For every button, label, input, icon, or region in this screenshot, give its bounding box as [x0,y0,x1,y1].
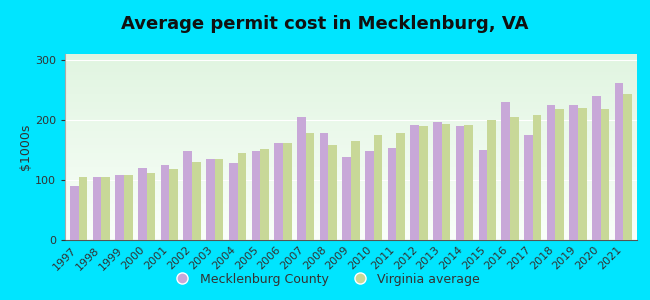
Bar [555,109,564,240]
Bar [419,126,428,240]
Bar [374,135,382,240]
Y-axis label: $1000s: $1000s [19,124,32,170]
Legend: Mecklenburg County, Virginia average: Mecklenburg County, Virginia average [165,268,485,291]
Bar [478,150,488,240]
Bar [456,126,465,240]
Bar [343,157,351,240]
Bar [116,175,124,240]
Bar [138,168,147,240]
Bar [592,96,601,240]
Bar [396,133,405,240]
Bar [442,124,450,240]
Bar [410,125,419,240]
Bar [547,105,555,240]
Bar [101,177,110,240]
Bar [274,143,283,240]
Bar [328,145,337,240]
Bar [214,159,224,240]
Bar [283,143,292,240]
Bar [351,141,359,240]
Bar [124,175,133,240]
Bar [237,153,246,240]
Bar [183,151,192,240]
Bar [93,177,101,240]
Bar [161,165,170,240]
Bar [260,149,269,240]
Bar [306,133,314,240]
Bar [488,120,496,240]
Bar [578,108,586,240]
Bar [70,186,79,240]
Bar [388,148,396,240]
Bar [229,163,237,240]
Bar [433,122,442,240]
Bar [501,102,510,240]
Bar [297,117,306,240]
Bar [524,135,532,240]
Bar [601,109,609,240]
Bar [510,117,519,240]
Bar [465,125,473,240]
Bar [365,151,374,240]
Text: Average permit cost in Mecklenburg, VA: Average permit cost in Mecklenburg, VA [122,15,528,33]
Bar [615,83,623,240]
Bar [532,115,541,240]
Bar [569,105,578,240]
Bar [79,177,87,240]
Bar [192,162,201,240]
Bar [252,151,260,240]
Bar [623,94,632,240]
Bar [320,133,328,240]
Bar [147,173,155,240]
Bar [170,169,178,240]
Bar [206,159,215,240]
